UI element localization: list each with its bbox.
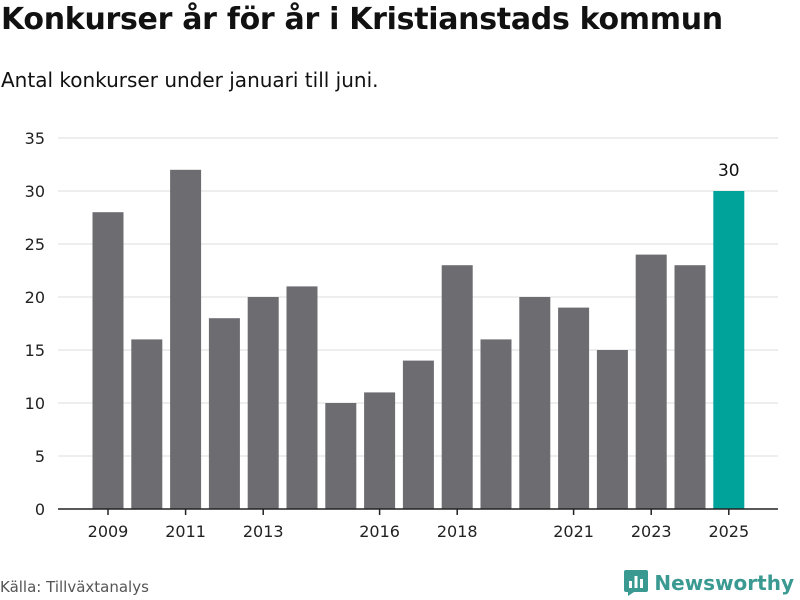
bar <box>675 265 706 509</box>
bar <box>636 255 667 509</box>
x-tick-label: 2018 <box>437 522 478 541</box>
bar <box>442 265 473 509</box>
bar <box>325 403 356 509</box>
y-tick-label: 30 <box>25 182 45 201</box>
bar <box>131 339 162 509</box>
x-tick-label: 2009 <box>88 522 129 541</box>
bar <box>597 350 628 509</box>
bar <box>364 392 395 509</box>
x-tick-label: 2011 <box>165 522 206 541</box>
y-tick-label: 10 <box>25 394 45 413</box>
newsworthy-logo: Newsworthy <box>624 570 794 596</box>
x-tick-label: 2023 <box>631 522 672 541</box>
bar <box>209 318 240 509</box>
bar <box>481 339 512 509</box>
y-tick-label: 25 <box>25 235 45 254</box>
x-tick-label: 2016 <box>359 522 400 541</box>
newsworthy-icon <box>624 570 648 596</box>
data-label: 30 <box>718 161 740 181</box>
bar <box>170 170 201 509</box>
bar <box>287 286 318 509</box>
x-tick-label: 2013 <box>243 522 284 541</box>
y-tick-label: 15 <box>25 341 45 360</box>
bar <box>403 361 434 509</box>
bar <box>93 212 124 509</box>
y-tick-label: 5 <box>35 447 45 466</box>
x-tick-label: 2025 <box>708 522 749 541</box>
bar <box>558 308 589 509</box>
y-tick-label: 0 <box>35 500 45 519</box>
brand-name: Newsworthy <box>654 571 794 595</box>
source-note: Källa: Tillväxtanalys <box>0 578 149 596</box>
bar <box>519 297 550 509</box>
y-tick-label: 20 <box>25 288 45 307</box>
y-tick-label: 35 <box>25 129 45 148</box>
x-tick-label: 2021 <box>553 522 594 541</box>
bar <box>248 297 279 509</box>
bar-highlight <box>713 191 744 509</box>
